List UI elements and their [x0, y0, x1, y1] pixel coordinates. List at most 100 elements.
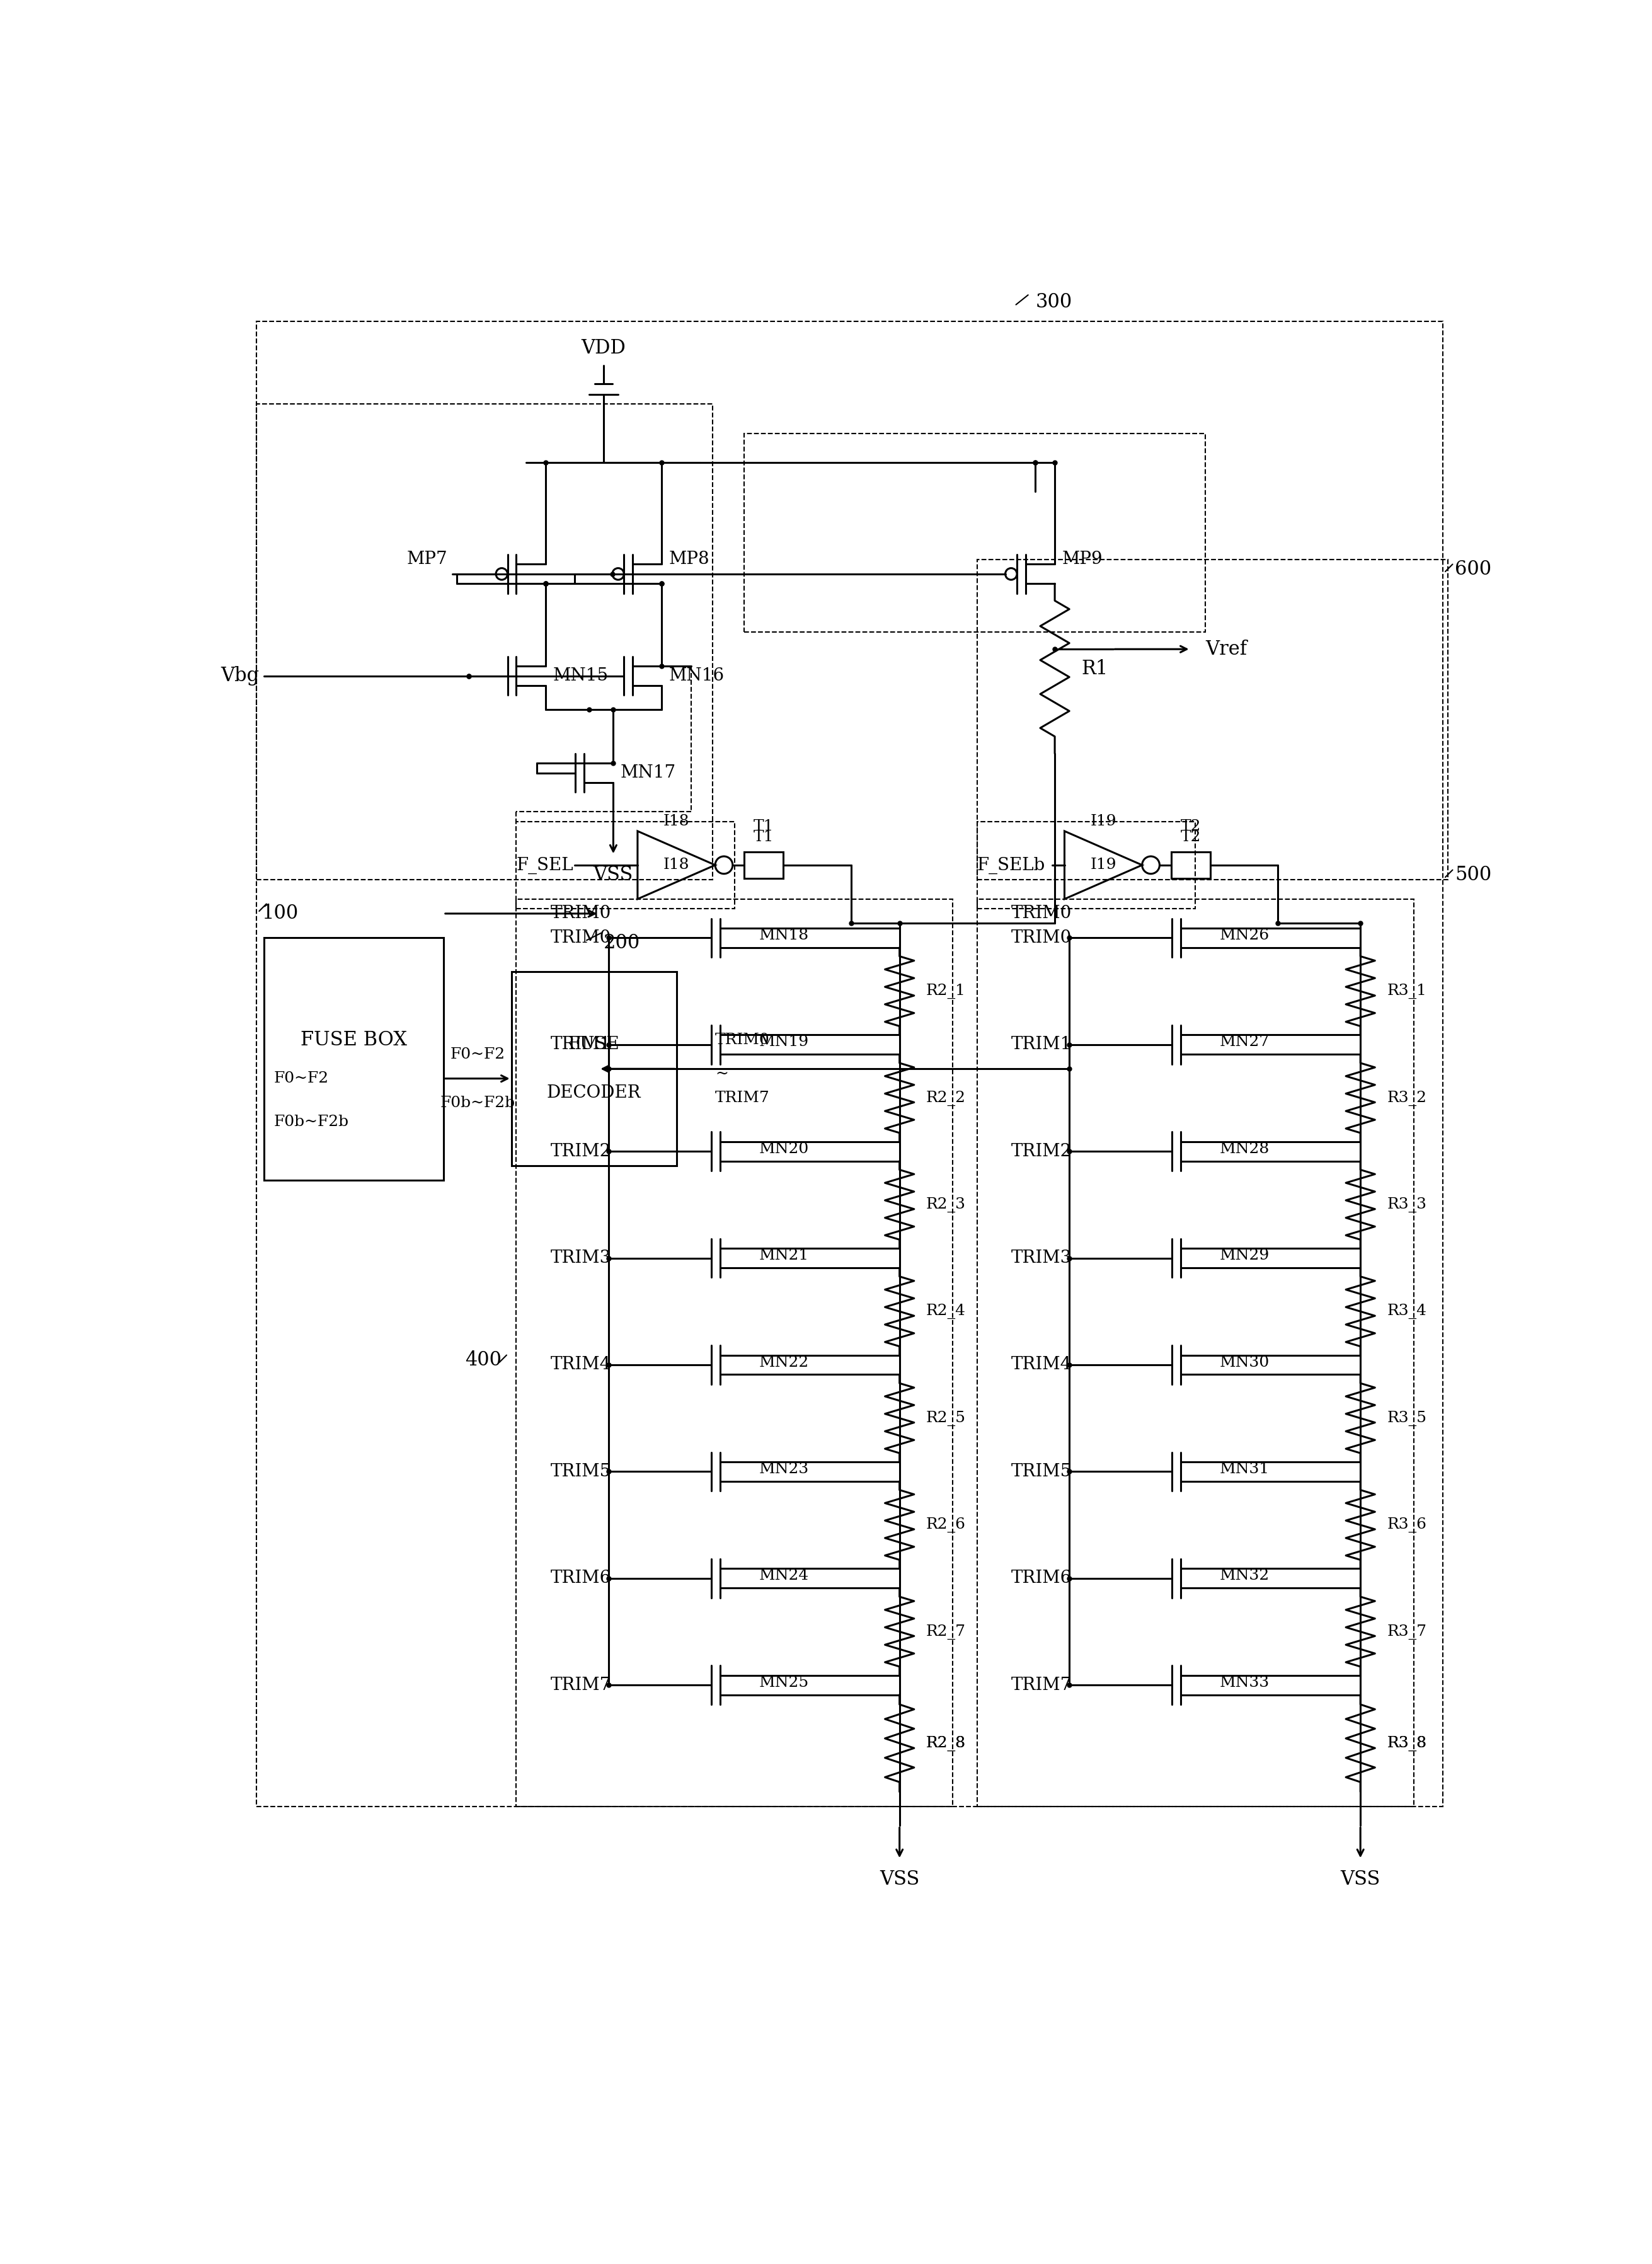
Text: TRIM0: TRIM0 — [715, 1032, 770, 1046]
Text: MN16: MN16 — [669, 668, 725, 684]
Bar — [1171, 851, 1209, 878]
Text: F_SEL: F_SEL — [517, 856, 573, 874]
Text: Vbg: Vbg — [221, 666, 259, 686]
Text: TRIM2: TRIM2 — [1011, 1143, 1072, 1159]
Text: VDD: VDD — [582, 340, 626, 358]
Bar — [517, 822, 735, 908]
Text: TRIM5: TRIM5 — [550, 1463, 611, 1481]
Text: TRIM3: TRIM3 — [1011, 1250, 1072, 1266]
Text: TRIM4: TRIM4 — [1011, 1356, 1072, 1374]
Bar — [976, 822, 1196, 908]
Bar — [264, 937, 443, 1180]
Text: I18: I18 — [664, 858, 689, 872]
Text: R3_1: R3_1 — [1388, 983, 1427, 998]
Text: F_SELb: F_SELb — [976, 856, 1046, 874]
Text: DECODER: DECODER — [547, 1084, 641, 1103]
Text: R2_5: R2_5 — [927, 1410, 966, 1426]
Text: TRIM0: TRIM0 — [1011, 906, 1072, 921]
Text: TRIM1: TRIM1 — [550, 1037, 611, 1053]
Bar — [512, 971, 676, 1166]
Text: R2_7: R2_7 — [927, 1623, 966, 1639]
Bar — [745, 432, 1206, 632]
Text: R3_8: R3_8 — [1388, 1736, 1427, 1750]
Text: I19: I19 — [1090, 815, 1117, 829]
Text: VSS: VSS — [1340, 1870, 1381, 1888]
Text: TRIM2: TRIM2 — [550, 1143, 611, 1159]
Text: T1: T1 — [753, 820, 773, 833]
Text: MN23: MN23 — [758, 1463, 809, 1476]
Text: FUSE BOX: FUSE BOX — [301, 1030, 406, 1050]
Text: MN22: MN22 — [758, 1356, 809, 1370]
Bar — [976, 899, 1414, 1807]
Text: I18: I18 — [664, 815, 689, 829]
Text: TRIM1: TRIM1 — [1011, 1037, 1072, 1053]
Text: MN32: MN32 — [1219, 1569, 1270, 1583]
Text: MN18: MN18 — [758, 928, 809, 942]
Text: MN21: MN21 — [758, 1247, 809, 1263]
Text: TRIM7: TRIM7 — [1011, 1678, 1072, 1693]
Text: R2_6: R2_6 — [927, 1517, 966, 1533]
Text: TRIM6: TRIM6 — [550, 1569, 611, 1587]
Text: TRIM4: TRIM4 — [550, 1356, 611, 1374]
Text: Vref: Vref — [1206, 638, 1247, 659]
Text: MN27: MN27 — [1219, 1035, 1270, 1050]
Text: MN26: MN26 — [1219, 928, 1270, 942]
Text: R2_1: R2_1 — [927, 983, 966, 998]
Text: MN29: MN29 — [1219, 1247, 1270, 1263]
Text: F0b~F2b: F0b~F2b — [439, 1096, 515, 1109]
Text: R3_7: R3_7 — [1388, 1623, 1427, 1639]
Text: T2: T2 — [1181, 831, 1201, 844]
Text: R2_4: R2_4 — [927, 1304, 966, 1320]
Text: R3_8: R3_8 — [1388, 1736, 1427, 1750]
Text: TRIM0: TRIM0 — [550, 928, 611, 946]
Text: R2_8: R2_8 — [927, 1736, 966, 1750]
Text: R2_8: R2_8 — [927, 1736, 966, 1750]
Text: MN20: MN20 — [758, 1141, 809, 1157]
Text: F0~F2: F0~F2 — [449, 1046, 506, 1062]
Text: MN24: MN24 — [758, 1569, 809, 1583]
Text: MN31: MN31 — [1219, 1463, 1270, 1476]
Text: TRIM5: TRIM5 — [1011, 1463, 1072, 1481]
Text: TRIM7: TRIM7 — [715, 1091, 770, 1105]
Text: F0~F2: F0~F2 — [274, 1071, 329, 1087]
Text: TRIM3: TRIM3 — [550, 1250, 611, 1266]
Text: MN30: MN30 — [1219, 1356, 1270, 1370]
Text: TRIM0: TRIM0 — [550, 906, 611, 921]
Bar — [745, 851, 783, 878]
Text: TRIM6: TRIM6 — [1011, 1569, 1072, 1587]
Text: MN19: MN19 — [758, 1035, 809, 1050]
Bar — [976, 559, 1447, 881]
Text: R2_3: R2_3 — [927, 1198, 966, 1211]
Text: 200: 200 — [603, 933, 641, 953]
Text: ~: ~ — [715, 1066, 729, 1080]
Text: MN15: MN15 — [553, 668, 608, 684]
Text: MP7: MP7 — [406, 550, 448, 568]
Text: VSS: VSS — [879, 1870, 920, 1888]
Text: 500: 500 — [1455, 865, 1492, 885]
Text: I19: I19 — [1090, 858, 1117, 872]
Bar — [517, 899, 953, 1807]
Text: VSS: VSS — [593, 865, 633, 885]
Text: TRIM0: TRIM0 — [1011, 928, 1072, 946]
Text: 100: 100 — [261, 903, 299, 924]
Text: FUSE: FUSE — [568, 1037, 620, 1053]
Bar — [256, 405, 712, 881]
Text: MN25: MN25 — [758, 1675, 809, 1689]
Text: TRIM7: TRIM7 — [550, 1678, 611, 1693]
Bar — [256, 321, 1442, 1807]
Text: MP9: MP9 — [1062, 550, 1104, 568]
Text: MP8: MP8 — [669, 550, 710, 568]
Text: R3_3: R3_3 — [1388, 1198, 1427, 1211]
Text: R2_2: R2_2 — [927, 1091, 966, 1105]
Text: R3_5: R3_5 — [1388, 1410, 1427, 1426]
Text: F0b~F2b: F0b~F2b — [274, 1114, 349, 1130]
Text: T2: T2 — [1181, 820, 1201, 833]
Text: R3_2: R3_2 — [1388, 1091, 1427, 1105]
Text: R1: R1 — [1082, 659, 1108, 679]
Text: R3_6: R3_6 — [1388, 1517, 1427, 1533]
Text: 300: 300 — [1036, 292, 1072, 312]
Text: MN28: MN28 — [1219, 1141, 1270, 1157]
Text: T1: T1 — [753, 831, 773, 844]
Text: MN33: MN33 — [1219, 1675, 1270, 1689]
Text: MN17: MN17 — [621, 765, 676, 781]
